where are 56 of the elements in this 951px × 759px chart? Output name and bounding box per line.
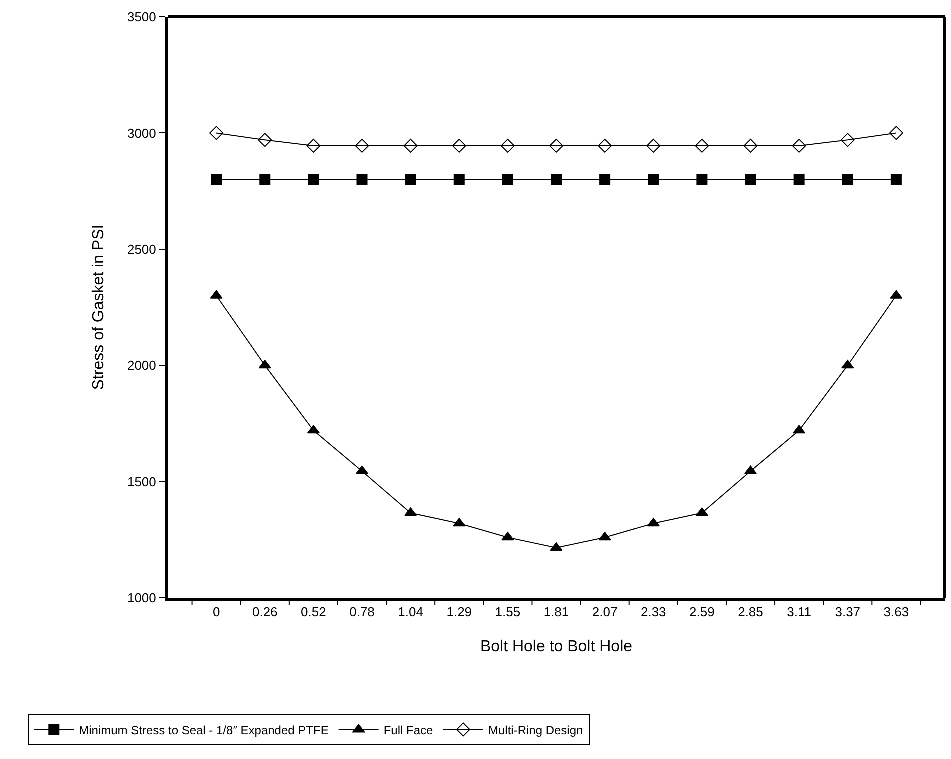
y-tick-label: 2500 <box>127 242 156 257</box>
x-tick-label: 0.52 <box>301 604 326 620</box>
y-axis-title: Stress of Gasket in PSI <box>90 224 108 390</box>
point <box>551 174 562 186</box>
point <box>745 174 756 186</box>
y-tick-label: 3500 <box>127 10 156 25</box>
point <box>308 174 320 186</box>
point <box>211 174 222 186</box>
point <box>356 174 368 186</box>
x-tick-label: 1.29 <box>446 604 472 620</box>
point <box>696 174 708 186</box>
point <box>260 174 271 186</box>
x-axis-title: Bolt Hole to Bolt Hole <box>480 638 633 656</box>
legend-label: Multi-Ring Design <box>488 723 584 738</box>
point <box>210 126 224 140</box>
x-tick-label: 1.55 <box>495 604 521 620</box>
point <box>404 138 418 153</box>
point <box>258 133 272 148</box>
point <box>355 138 370 153</box>
point <box>306 138 321 153</box>
x-tick-label: 3.63 <box>884 604 910 620</box>
point <box>792 138 806 153</box>
x-tick-label: 0.78 <box>350 604 375 620</box>
point <box>598 138 612 153</box>
y-tick-label: 2000 <box>127 358 156 374</box>
x-tick-label: 2.07 <box>592 604 618 620</box>
legend-label: Full Face <box>384 723 434 738</box>
point <box>454 174 465 186</box>
point <box>794 174 805 186</box>
point <box>648 174 660 186</box>
point <box>452 138 466 153</box>
point <box>502 174 514 186</box>
point <box>840 133 855 148</box>
x-tick-label: 1.04 <box>398 604 424 620</box>
point <box>842 174 854 186</box>
x-tick-label: 0.26 <box>252 604 278 620</box>
point <box>600 174 611 186</box>
x-tick-label: 1.81 <box>544 604 570 620</box>
y-tick-label: 1000 <box>127 590 156 606</box>
x-tick-label: 2.33 <box>640 604 666 620</box>
x-tick-label: 0 <box>212 604 220 620</box>
y-tick-label: 1500 <box>127 474 156 490</box>
point <box>744 138 758 153</box>
x-tick-label: 3.11 <box>787 604 812 620</box>
point <box>890 174 902 186</box>
point <box>500 138 515 153</box>
legend-label: Minimum Stress to Seal - 1/8″ Expanded PTFE <box>79 723 329 738</box>
point <box>646 138 661 153</box>
y-tick-label: 3000 <box>127 126 156 141</box>
point <box>550 138 564 153</box>
point <box>695 138 710 153</box>
x-tick-label: 3.37 <box>835 604 861 620</box>
x-tick-label: 2.59 <box>690 604 715 620</box>
point <box>889 126 904 140</box>
point <box>405 174 416 186</box>
x-tick-label: 2.85 <box>738 604 764 620</box>
